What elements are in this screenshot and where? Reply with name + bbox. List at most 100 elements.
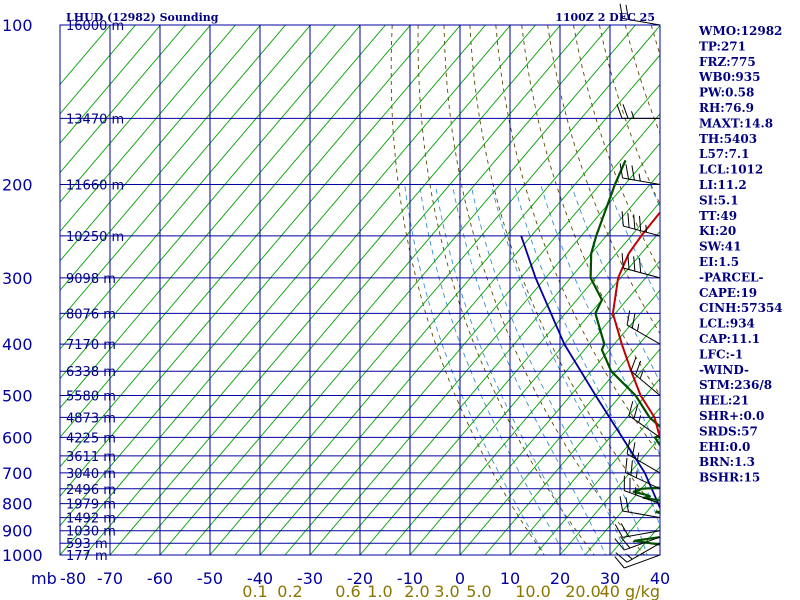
- temperature-tick-label: 10: [500, 569, 520, 588]
- index-row: CAPE:19: [699, 286, 757, 300]
- height-label: 5580 m: [66, 389, 116, 404]
- index-row: CAP:11.1: [699, 332, 760, 346]
- pressure-tick-label: 500: [2, 386, 33, 405]
- isotherm: [409, 260, 660, 555]
- wind-barb: [614, 523, 661, 538]
- isotherm: [60, 25, 261, 262]
- wind-barb: [626, 439, 661, 474]
- index-row: WB0:935: [698, 70, 760, 84]
- mixing-ratio-label: 5.0: [466, 582, 491, 600]
- isotherm: [209, 25, 660, 555]
- parcel-line: [520, 235, 660, 510]
- temperature-tick-label: 0: [455, 569, 465, 588]
- isotherm: [559, 436, 660, 555]
- temperature-tick-label: 40: [650, 569, 670, 588]
- index-row: SRDS:57: [699, 424, 758, 438]
- index-row: BSHR:15: [699, 471, 760, 485]
- pressure-unit-label: mb: [31, 569, 57, 588]
- isotherm: [159, 25, 611, 555]
- pressure-tick-label: 900: [2, 522, 33, 541]
- height-label: 13470 m: [66, 112, 124, 127]
- height-label: 16000 m: [66, 19, 124, 34]
- index-row: STM:236/8: [699, 378, 772, 392]
- isotherm: [60, 25, 511, 555]
- temperature-tick-label: -40: [247, 569, 273, 588]
- isotherm: [109, 25, 561, 555]
- index-row: LCL:1012: [699, 163, 763, 177]
- isotherm: [60, 25, 411, 439]
- mixing-ratio-label: 0.1: [242, 582, 267, 600]
- moist-adiabat: [540, 184, 660, 457]
- wind-barb: [619, 163, 661, 186]
- index-row: SI:5.1: [699, 193, 739, 207]
- isotherm: [60, 25, 361, 380]
- pressure-grid: [59, 24, 661, 556]
- pressure-tick-label: 700: [2, 464, 33, 483]
- wind-barb: [621, 253, 661, 279]
- pressure-tick-label: 300: [2, 269, 33, 288]
- index-row: WMO:12982: [698, 24, 782, 38]
- index-row: L57:7.1: [699, 147, 749, 161]
- wind-barbs: [614, 3, 661, 569]
- pressure-tick-label: 600: [2, 428, 33, 447]
- isotherm: [459, 319, 660, 555]
- index-row: TH:5403: [699, 132, 757, 146]
- isotherm: [60, 25, 461, 497]
- mixing-ratio-label: 10.0: [515, 582, 551, 600]
- dry-adiabat: [443, 25, 645, 555]
- height-label: 10250 m: [66, 230, 124, 245]
- dry-adiabat: [521, 25, 660, 396]
- index-row: RH:76.9: [699, 101, 754, 115]
- moist-adiabat: [451, 184, 607, 555]
- dry-adiabat: [469, 25, 660, 516]
- temperature-line: [611, 210, 660, 440]
- height-label: 4873 m: [66, 411, 116, 426]
- pressure-tick-label: 100: [2, 16, 33, 35]
- isotherm: [259, 83, 660, 555]
- index-row: TT:49: [699, 209, 737, 223]
- wind-barb: [626, 310, 661, 345]
- height-label: 1030 m: [66, 525, 116, 540]
- index-row: EHI:0.0: [699, 440, 750, 454]
- height-label: 177 m: [66, 549, 108, 564]
- pressure-tick-label: 1000: [2, 546, 43, 565]
- isotherm: [60, 25, 311, 321]
- height-label: 7170 m: [66, 338, 116, 353]
- temperature-tick-label: 20: [550, 569, 570, 588]
- index-row: -WIND-: [699, 363, 749, 377]
- mixing-ratio-label: 1.0: [367, 582, 392, 600]
- moist-adiabat: [490, 184, 648, 555]
- dry-adiabat: [390, 25, 545, 555]
- height-label: 8076 m: [66, 307, 116, 322]
- chart-time: 1100Z 2 DEC 25: [555, 11, 655, 24]
- pressure-tick-label: 800: [2, 495, 33, 514]
- height-label: 3611 m: [66, 450, 116, 465]
- wind-barb: [623, 475, 661, 505]
- index-row: LCL:934: [699, 317, 755, 331]
- height-label: 1979 m: [66, 498, 116, 513]
- dewpoint-line: [589, 159, 660, 546]
- chart-title: LHUD (12982) Sounding: [66, 11, 219, 24]
- mixing-ratio-label: 0.2: [277, 582, 302, 600]
- temperature-tick-label: -70: [97, 569, 123, 588]
- isotherm: [60, 25, 161, 144]
- index-row: SW:41: [699, 240, 741, 254]
- wind-barb: [619, 496, 661, 519]
- isotherm: [509, 377, 660, 555]
- index-row: LFC:-1: [699, 347, 743, 361]
- index-row: FRZ:775: [699, 55, 756, 69]
- wind-barb: [628, 401, 661, 438]
- dry-adiabats: [390, 25, 660, 555]
- temperature-tick-label: -10: [397, 569, 423, 588]
- index-row: CINH:57354: [699, 301, 783, 315]
- index-row: KI:20: [699, 224, 736, 238]
- temperature-tick-label: -20: [347, 569, 373, 588]
- wind-barb: [614, 554, 661, 569]
- index-row: EI:1.5: [699, 255, 739, 269]
- index-row: -PARCEL-: [699, 270, 764, 284]
- height-label: 1492 m: [66, 512, 116, 527]
- wind-barb: [614, 536, 661, 551]
- dry-adiabat: [417, 25, 595, 555]
